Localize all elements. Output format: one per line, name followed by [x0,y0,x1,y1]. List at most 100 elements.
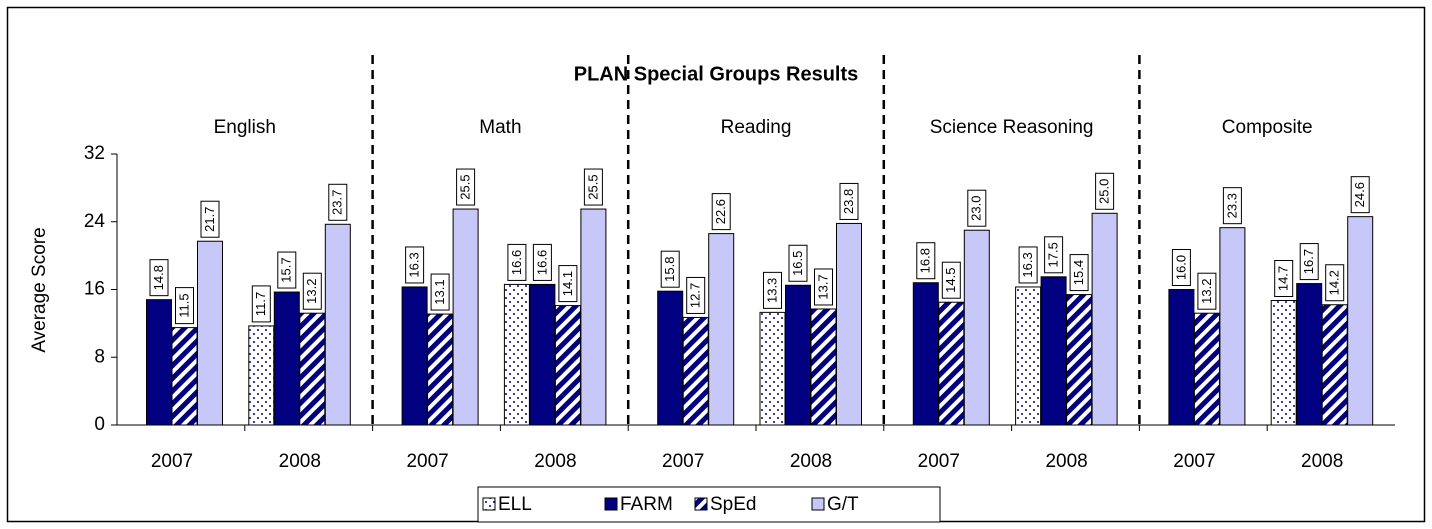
value-label-box [1197,272,1217,310]
bar [1066,294,1093,426]
bar [171,327,198,426]
bar [1270,300,1297,426]
y-tick-label: 24 [84,211,106,232]
y-tick-label: 0 [94,414,105,435]
bar [1168,289,1195,426]
bar [427,313,454,426]
bar [452,208,479,426]
value-label: 16.0 [1173,255,1188,280]
value-label-box [1171,249,1191,286]
value-label: 17.5 [1046,242,1061,267]
value-label: 16.6 [534,250,549,275]
value-label-box [1299,243,1319,281]
group-label: Reading [721,117,792,138]
bar [580,208,607,426]
bar [529,283,556,426]
value-label: 23.7 [330,190,345,215]
value-label: 13.1 [432,279,447,304]
y-tick-label: 16 [84,279,105,300]
value-label-box [941,261,961,299]
value-label: 16.6 [509,250,524,275]
legend-swatch [604,497,618,511]
group-label: Math [479,117,521,138]
value-label-box [660,250,680,288]
value-label: 23.0 [969,196,984,221]
y-tick-label: 32 [84,143,105,164]
value-label: 24.6 [1352,182,1367,207]
value-label-box [1350,176,1370,214]
bar [299,312,326,426]
bar [759,311,786,426]
group-label: English [214,117,276,138]
bar [503,283,530,426]
bar [146,299,172,426]
value-label-box [1018,246,1038,284]
value-label-box [405,246,425,284]
value-label-box [175,287,194,325]
value-label: 13.2 [1199,279,1214,304]
value-label-box [507,243,527,281]
value-label-box [251,285,271,323]
value-label-box [711,193,731,231]
value-label-box [763,271,782,309]
value-label-box [1044,236,1064,274]
value-label: 25.5 [458,174,473,199]
value-label: 25.5 [585,174,600,199]
bar [682,316,709,426]
value-label-box [277,251,297,289]
value-label-box [302,272,322,310]
legend-swatch [694,497,708,511]
value-label: 14.7 [1276,266,1291,291]
value-label: 11.7 [253,292,268,316]
value-label-box [1069,254,1089,292]
bar [963,229,990,426]
value-label: 16.7 [1301,249,1316,274]
chart-title: PLAN Special Groups Results [574,63,859,85]
bar [1296,283,1323,426]
value-label: 13.2 [304,279,319,304]
value-label-box [149,259,169,297]
legend-label: FARM [620,494,673,515]
legend-label: G/T [827,494,859,515]
bar [401,286,428,426]
value-label-box [839,182,859,220]
bar [324,223,351,426]
legend-label: ELL [498,494,532,515]
group-label: Science Reasoning [930,117,1094,138]
group-label: Composite [1222,117,1313,138]
value-label: 16.5 [790,251,805,276]
bar [197,240,223,426]
value-label: 16.8 [918,248,933,273]
value-label-box [1095,172,1115,210]
value-label: 14.2 [1327,270,1342,295]
legend-box [477,486,941,523]
bar [1040,276,1067,426]
x-tick-label: 2007 [151,451,193,472]
bar [1015,286,1042,426]
bar [938,301,965,426]
value-label: 14.8 [151,265,166,290]
value-label-box [788,244,808,282]
x-tick-label: 2008 [1301,451,1343,472]
value-label: 15.7 [279,257,294,282]
value-label-box [686,276,706,314]
value-label: 13.3 [764,278,779,303]
value-label-box [1325,264,1345,302]
value-label: 25.0 [1097,179,1112,204]
legend-label: SpEd [710,494,756,515]
y-tick-label: 8 [94,346,105,367]
bar [273,291,300,426]
value-label: 15.4 [1071,260,1086,285]
y-axis-label: Average Score [29,227,50,352]
value-label: 22.6 [713,199,728,224]
value-label-box [967,189,987,227]
value-label: 23.3 [1224,193,1239,218]
value-label: 14.1 [560,271,575,296]
value-label-box [583,168,603,206]
value-label-box [328,183,348,221]
legend-swatch [811,497,825,511]
bar [810,308,837,426]
value-label-box [916,242,936,280]
bar [657,290,684,426]
